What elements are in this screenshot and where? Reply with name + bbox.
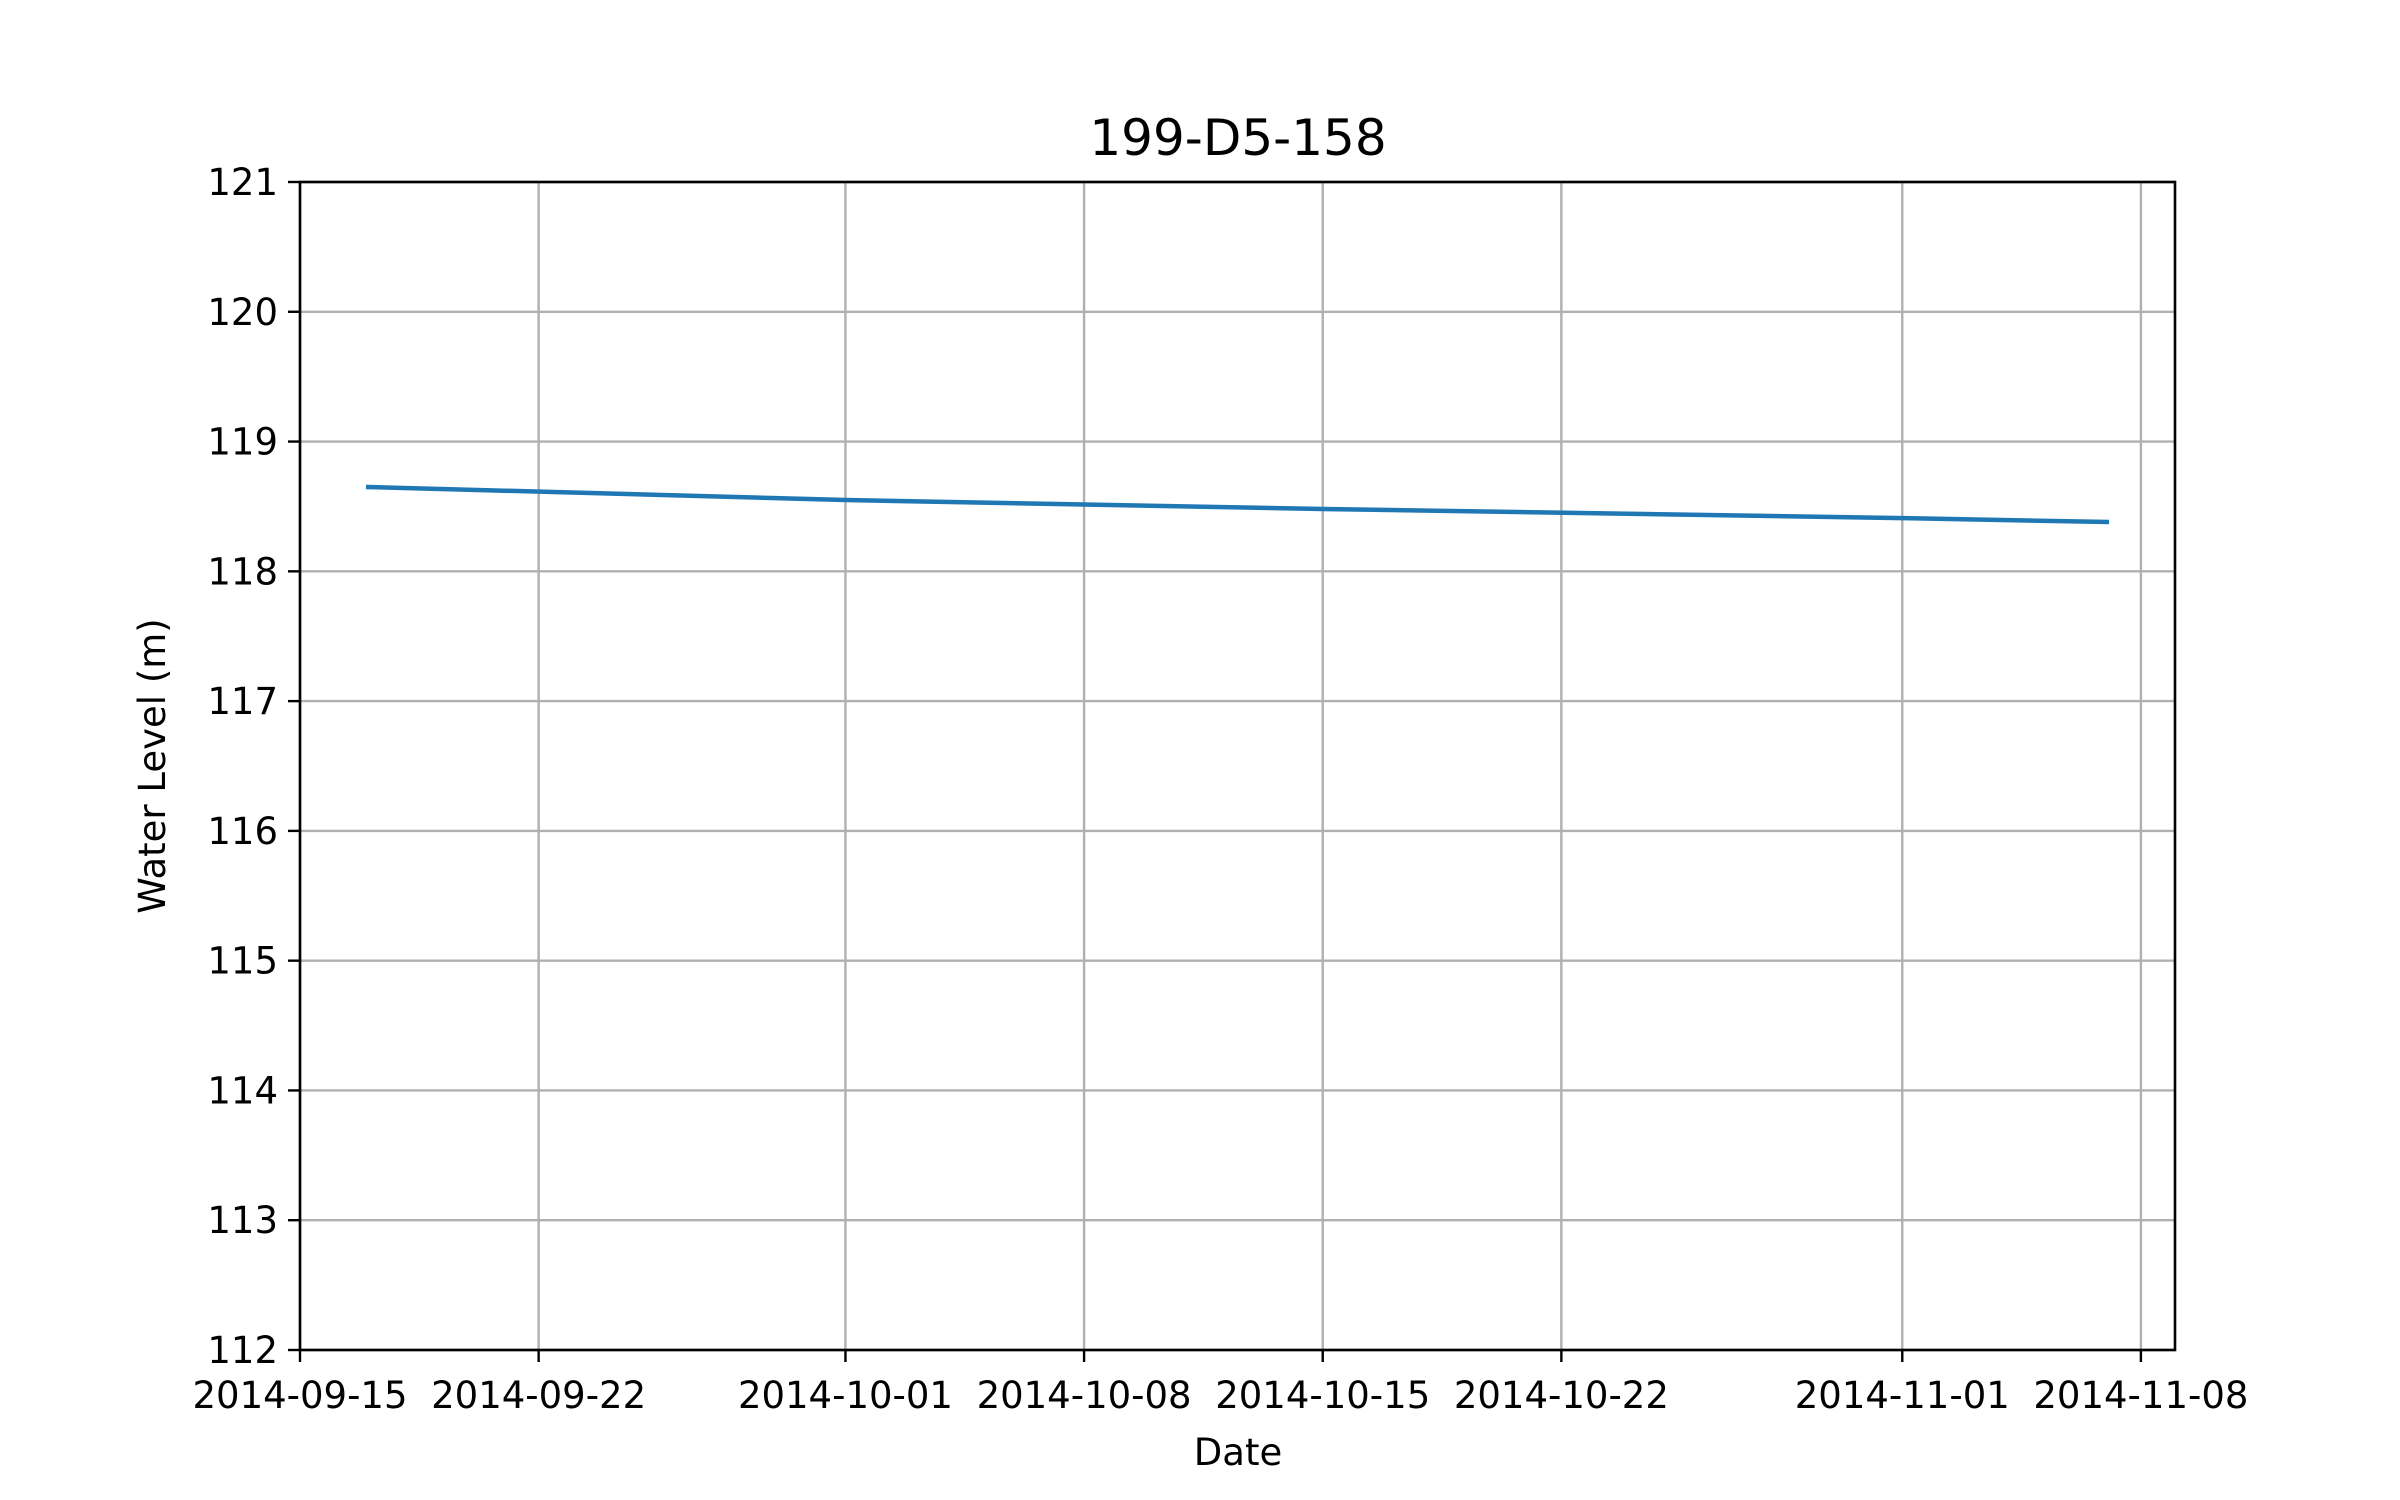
y-tick-label: 113 <box>207 1199 278 1242</box>
y-tick-label: 117 <box>207 680 278 723</box>
y-tick-label: 112 <box>207 1329 278 1372</box>
y-tick-label: 114 <box>207 1069 278 1112</box>
y-tick-label: 116 <box>207 810 278 853</box>
series-line <box>365 484 2110 525</box>
x-tick-label: 2014-09-22 <box>431 1374 646 1417</box>
x-tick-label: 2014-09-15 <box>192 1374 407 1417</box>
y-tick-label: 115 <box>207 940 278 983</box>
y-tick-label: 120 <box>207 291 278 334</box>
y-tick-label: 119 <box>207 421 278 464</box>
ticks: 2014-09-15 2014-09-22 2014-10-01 2014-10-08… <box>192 161 2248 1417</box>
x-tick-label: 2014-10-22 <box>1454 1374 1669 1417</box>
series-layer <box>365 484 2110 525</box>
x-tick-label: 2014-10-15 <box>1215 1374 1430 1417</box>
y-tick-label: 118 <box>207 550 278 593</box>
y-tick-label: 121 <box>207 161 278 204</box>
y-axis-label: Water Level (m) <box>131 618 174 913</box>
x-tick-label: 2014-10-08 <box>977 1374 1192 1417</box>
x-tick-label: 2014-11-01 <box>1795 1374 2010 1417</box>
x-tick-label: 2014-11-08 <box>2033 1374 2248 1417</box>
chart-title: 199-D5-158 <box>1089 109 1386 167</box>
plot-frame <box>298 180 2177 1352</box>
x-tick-label: 2014-10-01 <box>738 1374 953 1417</box>
x-axis-label: Date <box>1194 1431 1282 1474</box>
